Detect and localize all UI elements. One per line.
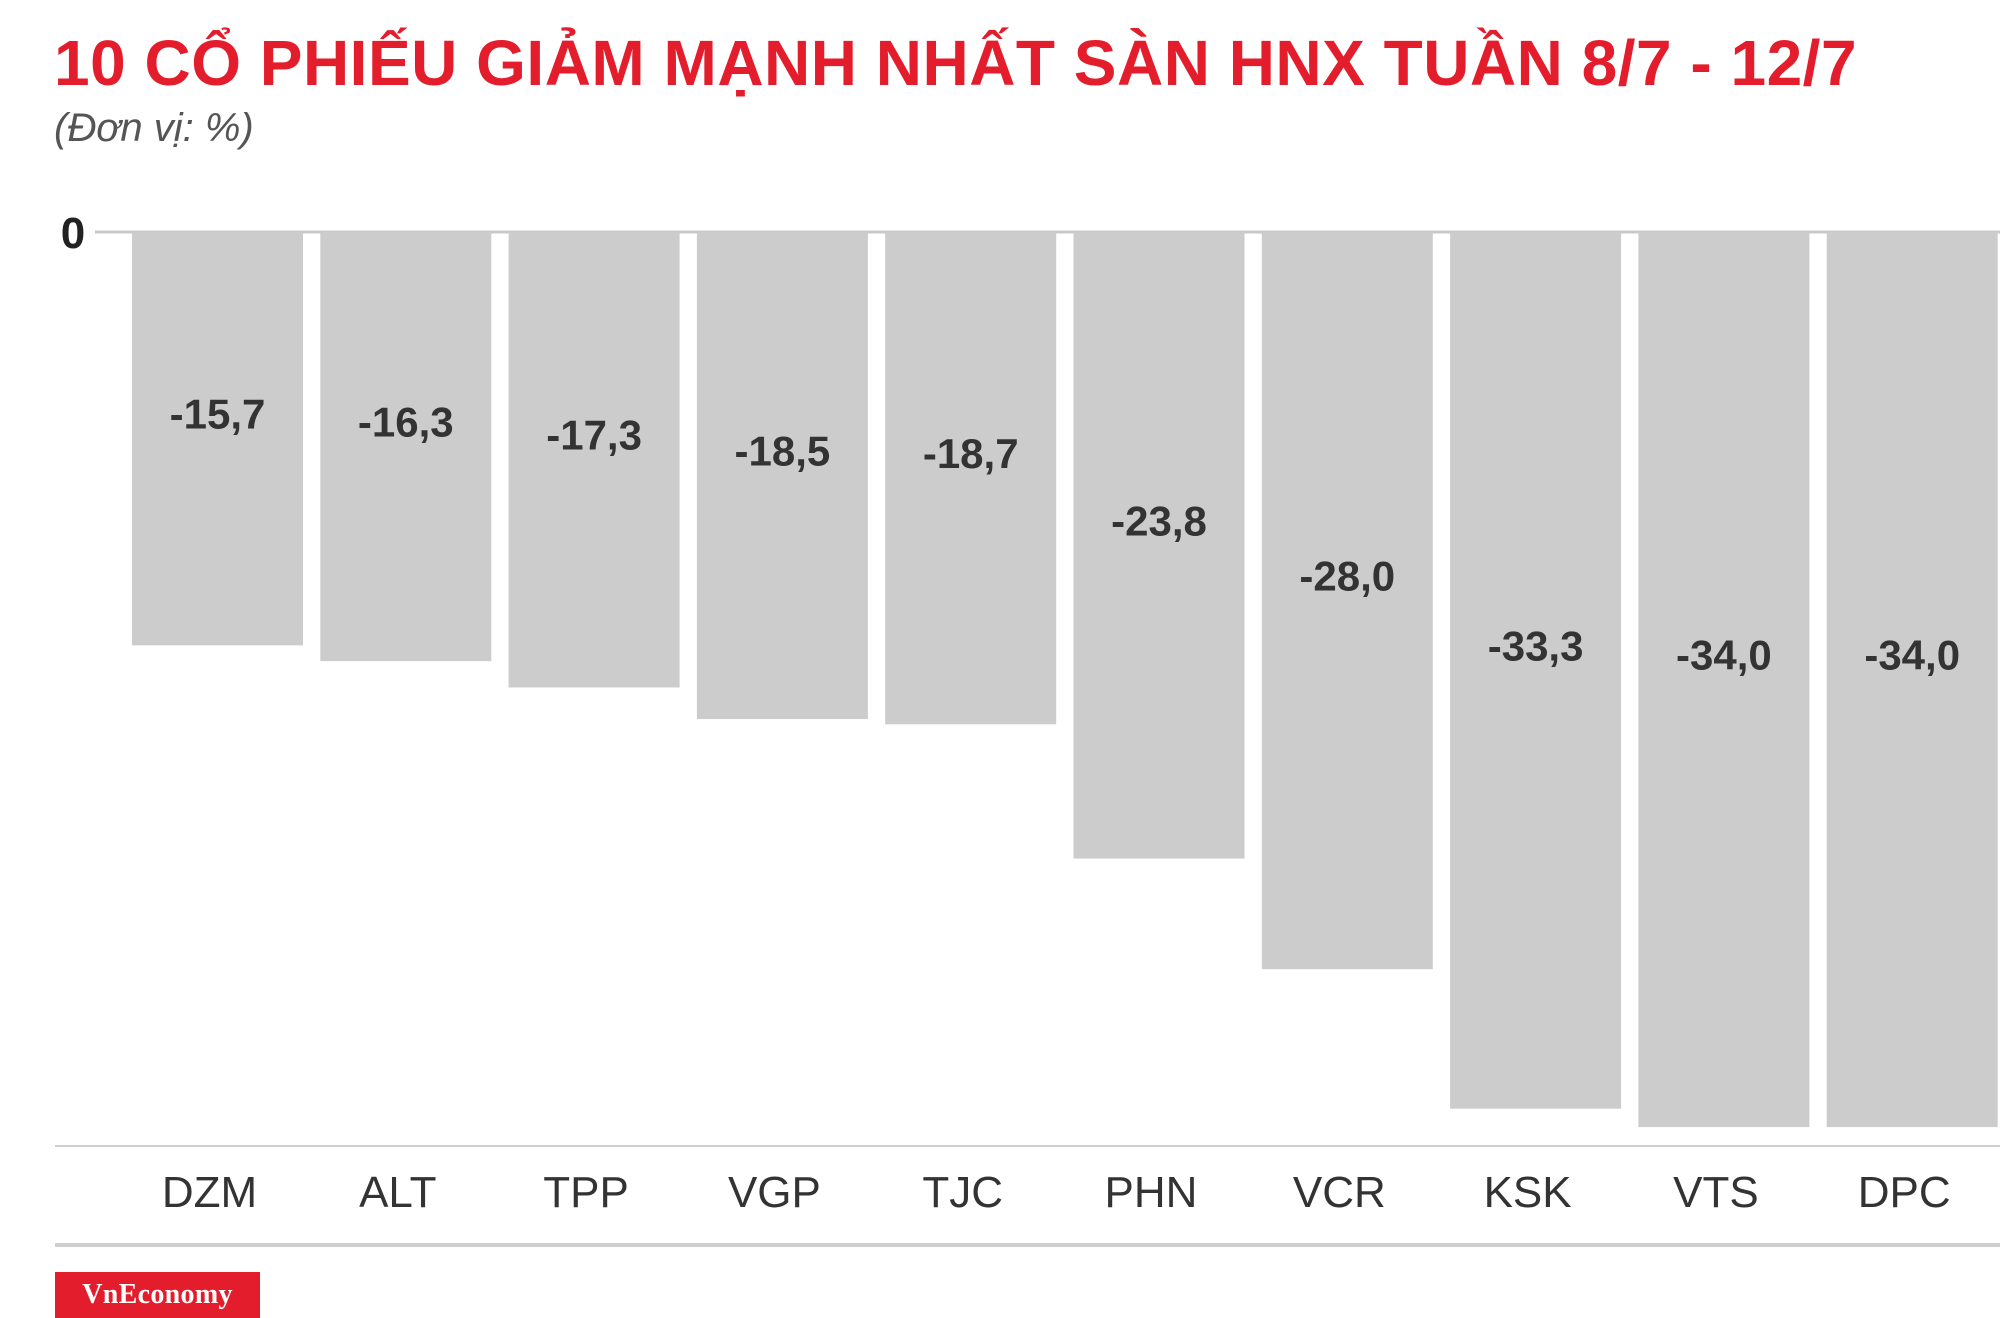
chart-subtitle: (Đơn vị: %) xyxy=(54,106,254,150)
bar-value-label: -33,3 xyxy=(1488,622,1584,669)
bar-value-label: -23,8 xyxy=(1111,497,1207,544)
bar xyxy=(885,232,1057,725)
x-tick-label: TJC xyxy=(922,1168,1003,1217)
logo-text: VnEconomy xyxy=(82,1279,233,1310)
chart-title: 10 CỔ PHIẾU GIẢM MẠNH NHẤT SÀN HNX TUẦN … xyxy=(54,27,1858,99)
x-tick-label: ALT xyxy=(359,1168,436,1217)
bar xyxy=(1826,232,1998,1128)
x-tick-label: VTS xyxy=(1673,1168,1759,1217)
x-tick-label: DZM xyxy=(162,1168,257,1217)
bar-value-label: -18,7 xyxy=(923,430,1019,477)
x-tick-label: VGP xyxy=(728,1168,821,1217)
bar-value-label: -15,7 xyxy=(170,391,266,438)
x-tick-label: DPC xyxy=(1858,1168,1951,1217)
bar-value-label: -17,3 xyxy=(546,412,642,459)
bar-value-label: -34,0 xyxy=(1864,632,1960,679)
y-tick-label: 0 xyxy=(61,209,85,258)
bar xyxy=(1261,232,1433,970)
x-tick-label: PHN xyxy=(1105,1168,1198,1217)
bar xyxy=(320,232,492,662)
bar-value-label: -18,5 xyxy=(735,428,831,475)
x-tick-label: TPP xyxy=(543,1168,629,1217)
bar-value-label: -16,3 xyxy=(358,399,454,446)
bar xyxy=(1638,232,1810,1128)
x-tick-label: VCR xyxy=(1293,1168,1386,1217)
bar xyxy=(508,232,680,688)
x-tick-label: KSK xyxy=(1484,1168,1572,1217)
vneconomy-logo: VnEconomy xyxy=(55,1272,260,1318)
bar xyxy=(1450,232,1622,1109)
bar xyxy=(132,232,303,646)
bar xyxy=(1073,232,1245,859)
bar xyxy=(696,232,868,720)
bar-value-label: -28,0 xyxy=(1299,553,1395,600)
bar-value-label: -34,0 xyxy=(1676,632,1772,679)
